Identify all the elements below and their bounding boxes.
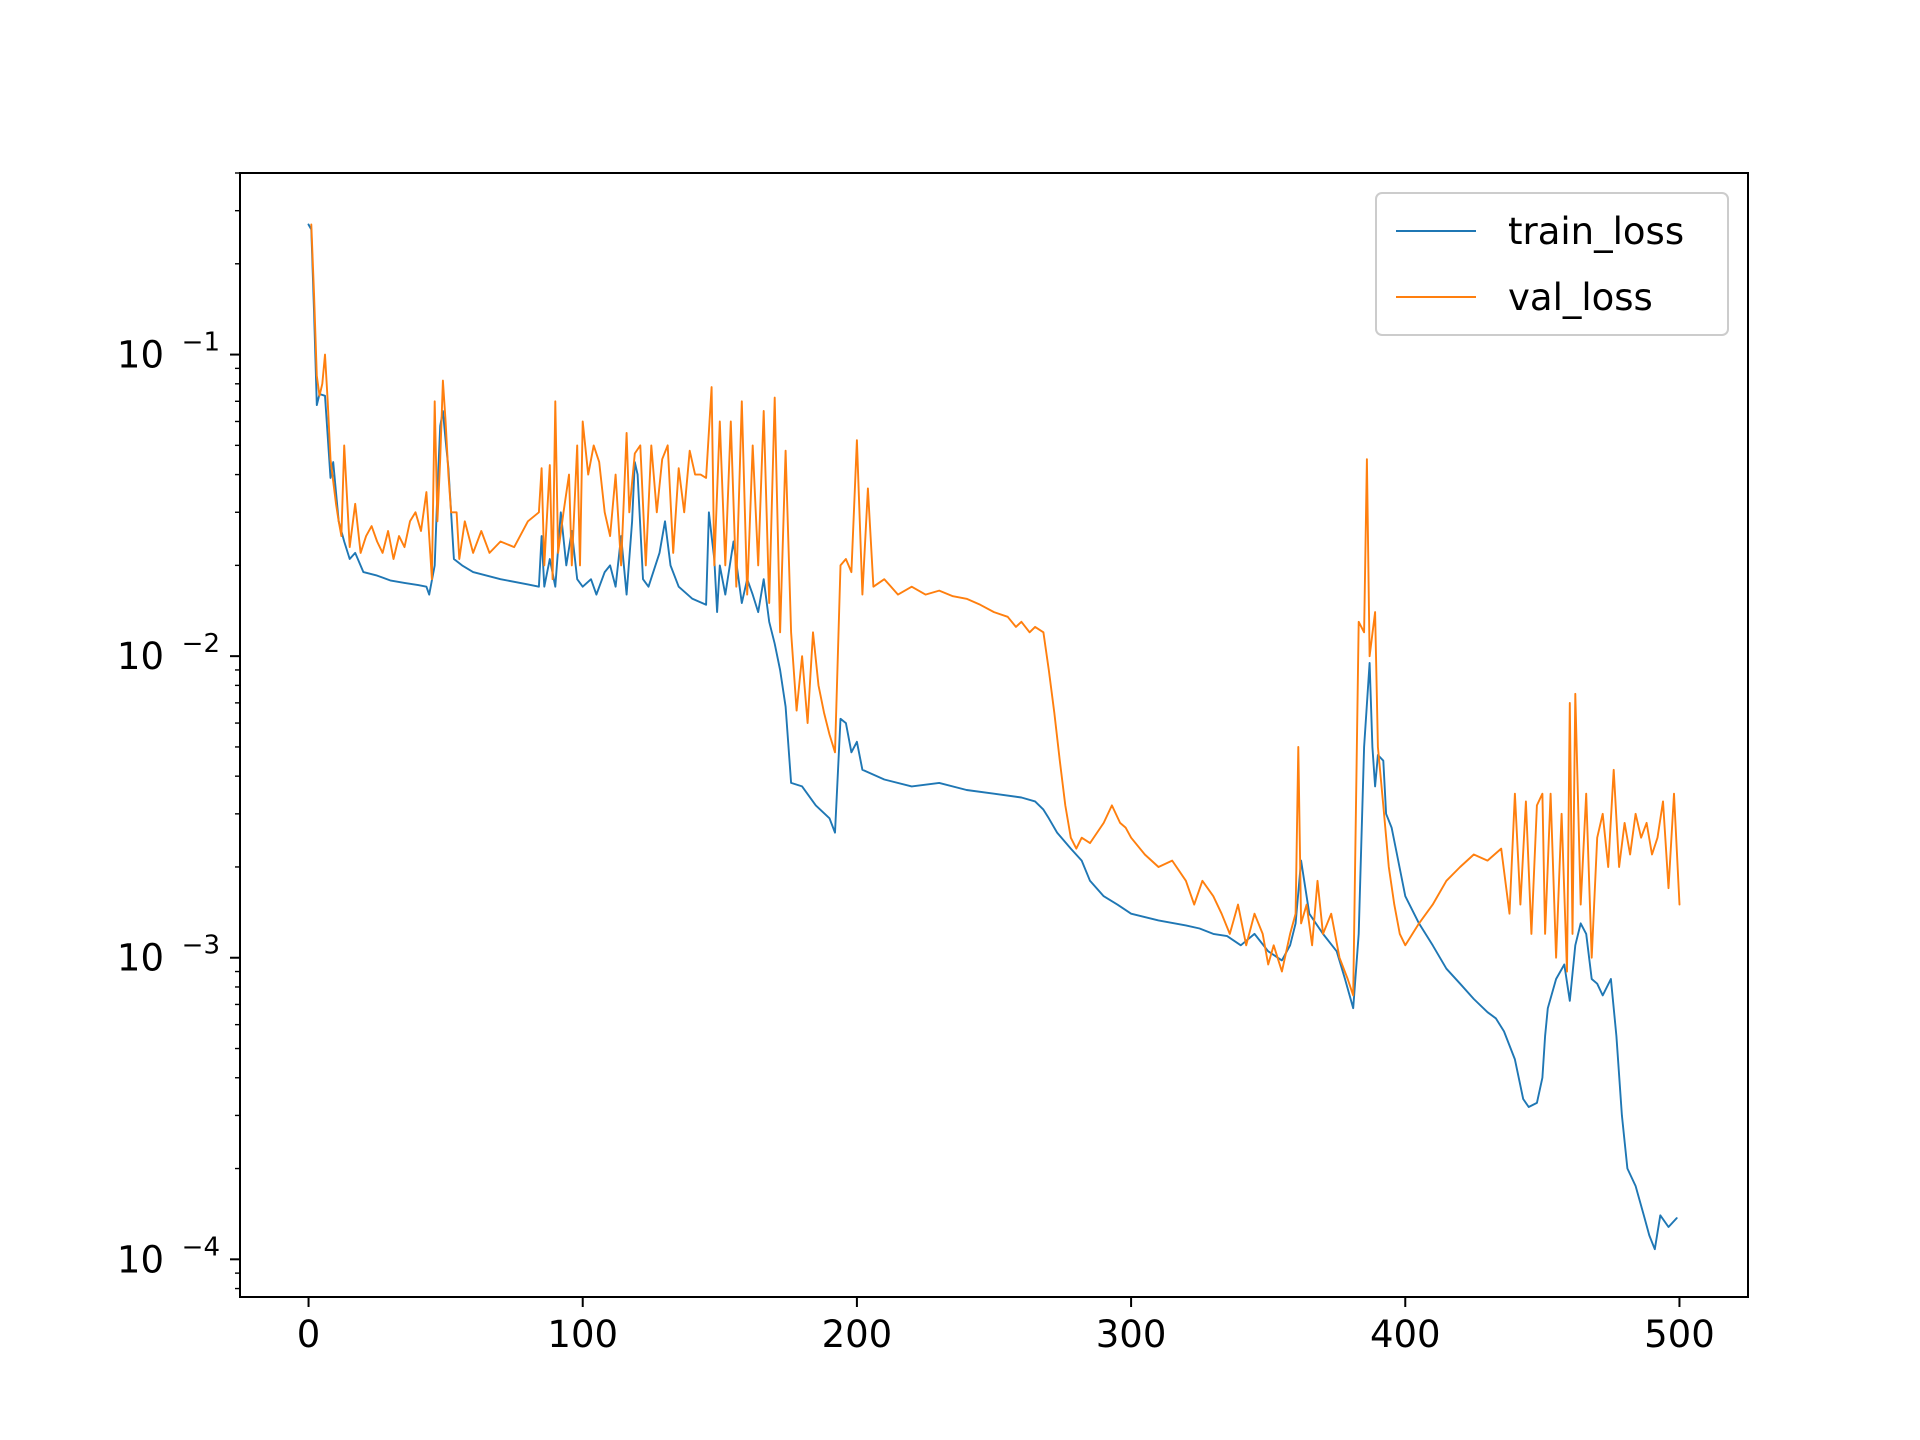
legend: train_loss val_loss [1375, 192, 1729, 336]
series-line-train_loss [307, 223, 1678, 1251]
legend-label-train_loss: train_loss [1508, 210, 1684, 253]
legend-label-val_loss: val_loss [1508, 276, 1653, 319]
y-tick-exponent: −1 [182, 328, 220, 358]
series-layer [307, 223, 1681, 1251]
x-tick-label: 400 [1370, 1313, 1441, 1356]
y-tick-label: 10 [117, 937, 164, 980]
y-tick-exponent: −3 [182, 931, 220, 961]
axes-frame [239, 172, 1749, 1298]
y-tick-label: 10 [117, 635, 164, 678]
series-line-val_loss [310, 223, 1681, 997]
x-tick-label: 200 [822, 1313, 893, 1356]
y-axis: 10 −1 10 −2 10 −3 10 −4 [117, 172, 240, 1290]
x-axis: 0 100 200 300 400 500 [297, 1297, 1715, 1356]
y-tick-label: 10 [117, 1238, 164, 1281]
y-tick-exponent: −2 [182, 629, 220, 659]
y-tick-label: 10 [117, 334, 164, 377]
x-tick-label: 500 [1644, 1313, 1715, 1356]
x-tick-label: 0 [297, 1313, 321, 1356]
x-tick-label: 300 [1096, 1313, 1167, 1356]
legend-box [1375, 192, 1729, 336]
plot-area [239, 172, 1749, 1298]
y-tick-exponent: −4 [182, 1232, 220, 1262]
x-tick-label: 100 [547, 1313, 618, 1356]
